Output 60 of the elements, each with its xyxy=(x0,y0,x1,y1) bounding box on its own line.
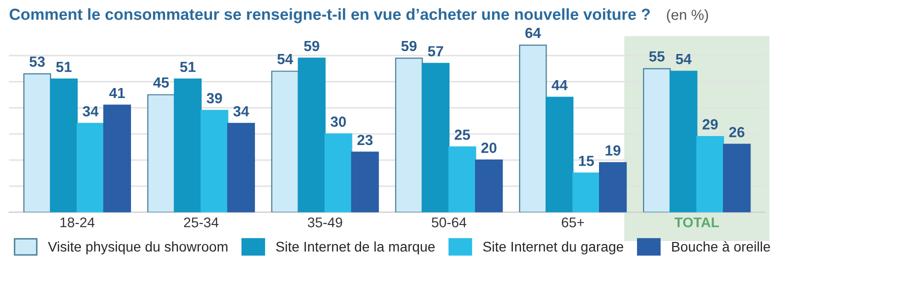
bar xyxy=(324,133,352,212)
bar xyxy=(475,159,503,212)
bar xyxy=(572,172,600,212)
x-tick-label: TOTAL xyxy=(674,217,719,228)
data-label: 20 xyxy=(481,142,496,153)
data-label: 34 xyxy=(233,106,250,116)
chart-title: Comment le consommateur se renseigne-t-il en vue d’acheter une nouvelle voiture ? xyxy=(10,8,650,24)
bar xyxy=(76,122,104,212)
x-tick-label: 50-64 xyxy=(432,217,466,228)
bar xyxy=(147,94,176,212)
data-label: 30 xyxy=(330,116,346,127)
data-label: 25 xyxy=(454,130,470,140)
data-label: 15 xyxy=(579,156,594,166)
data-label: 41 xyxy=(109,88,125,98)
bar xyxy=(448,146,476,212)
data-label: 53 xyxy=(30,56,45,67)
data-label: 45 xyxy=(153,78,169,88)
data-label: 39 xyxy=(206,93,222,104)
data-label: 34 xyxy=(82,106,99,116)
bar xyxy=(642,68,671,212)
legend-label: Visite physique du showroom xyxy=(48,241,228,254)
data-label: 19 xyxy=(606,145,620,156)
x-tick-label: 18-24 xyxy=(60,217,95,228)
bar xyxy=(271,70,299,212)
chart-subtitle: (en %) xyxy=(666,9,708,23)
bar xyxy=(298,58,326,212)
bar xyxy=(696,136,724,212)
bar xyxy=(598,162,627,212)
bar xyxy=(670,70,698,212)
bar xyxy=(722,144,751,212)
bar xyxy=(23,73,52,212)
bar xyxy=(351,152,379,212)
data-label: 64 xyxy=(525,28,541,38)
x-tick-label: 25-34 xyxy=(184,217,218,228)
data-label: 44 xyxy=(552,80,568,90)
data-label: 26 xyxy=(729,126,744,138)
data-label: 29 xyxy=(702,119,718,130)
bar xyxy=(200,110,228,212)
data-label: 55 xyxy=(649,51,665,62)
legend-label: Bouche à oreille xyxy=(672,241,770,252)
data-label: 59 xyxy=(304,40,320,52)
bar xyxy=(519,44,547,212)
data-label: 54 xyxy=(676,54,692,64)
data-label: 57 xyxy=(428,46,444,56)
bar xyxy=(50,78,78,212)
data-label: 51 xyxy=(56,62,72,72)
legend-label: Site Internet de la marque xyxy=(276,241,435,254)
x-tick-label: 65+ xyxy=(562,217,584,228)
bar xyxy=(422,62,450,212)
bar xyxy=(546,96,574,212)
bar xyxy=(174,78,202,212)
bar xyxy=(227,122,255,212)
bar xyxy=(103,104,132,212)
legend-label: Site Internet du garage xyxy=(483,241,624,254)
x-tick-label: 35-49 xyxy=(308,217,342,228)
data-label: 54 xyxy=(277,54,294,64)
data-label: 51 xyxy=(180,62,196,72)
data-label: 59 xyxy=(401,40,417,52)
data-label: 23 xyxy=(357,134,373,146)
bar xyxy=(395,58,423,212)
